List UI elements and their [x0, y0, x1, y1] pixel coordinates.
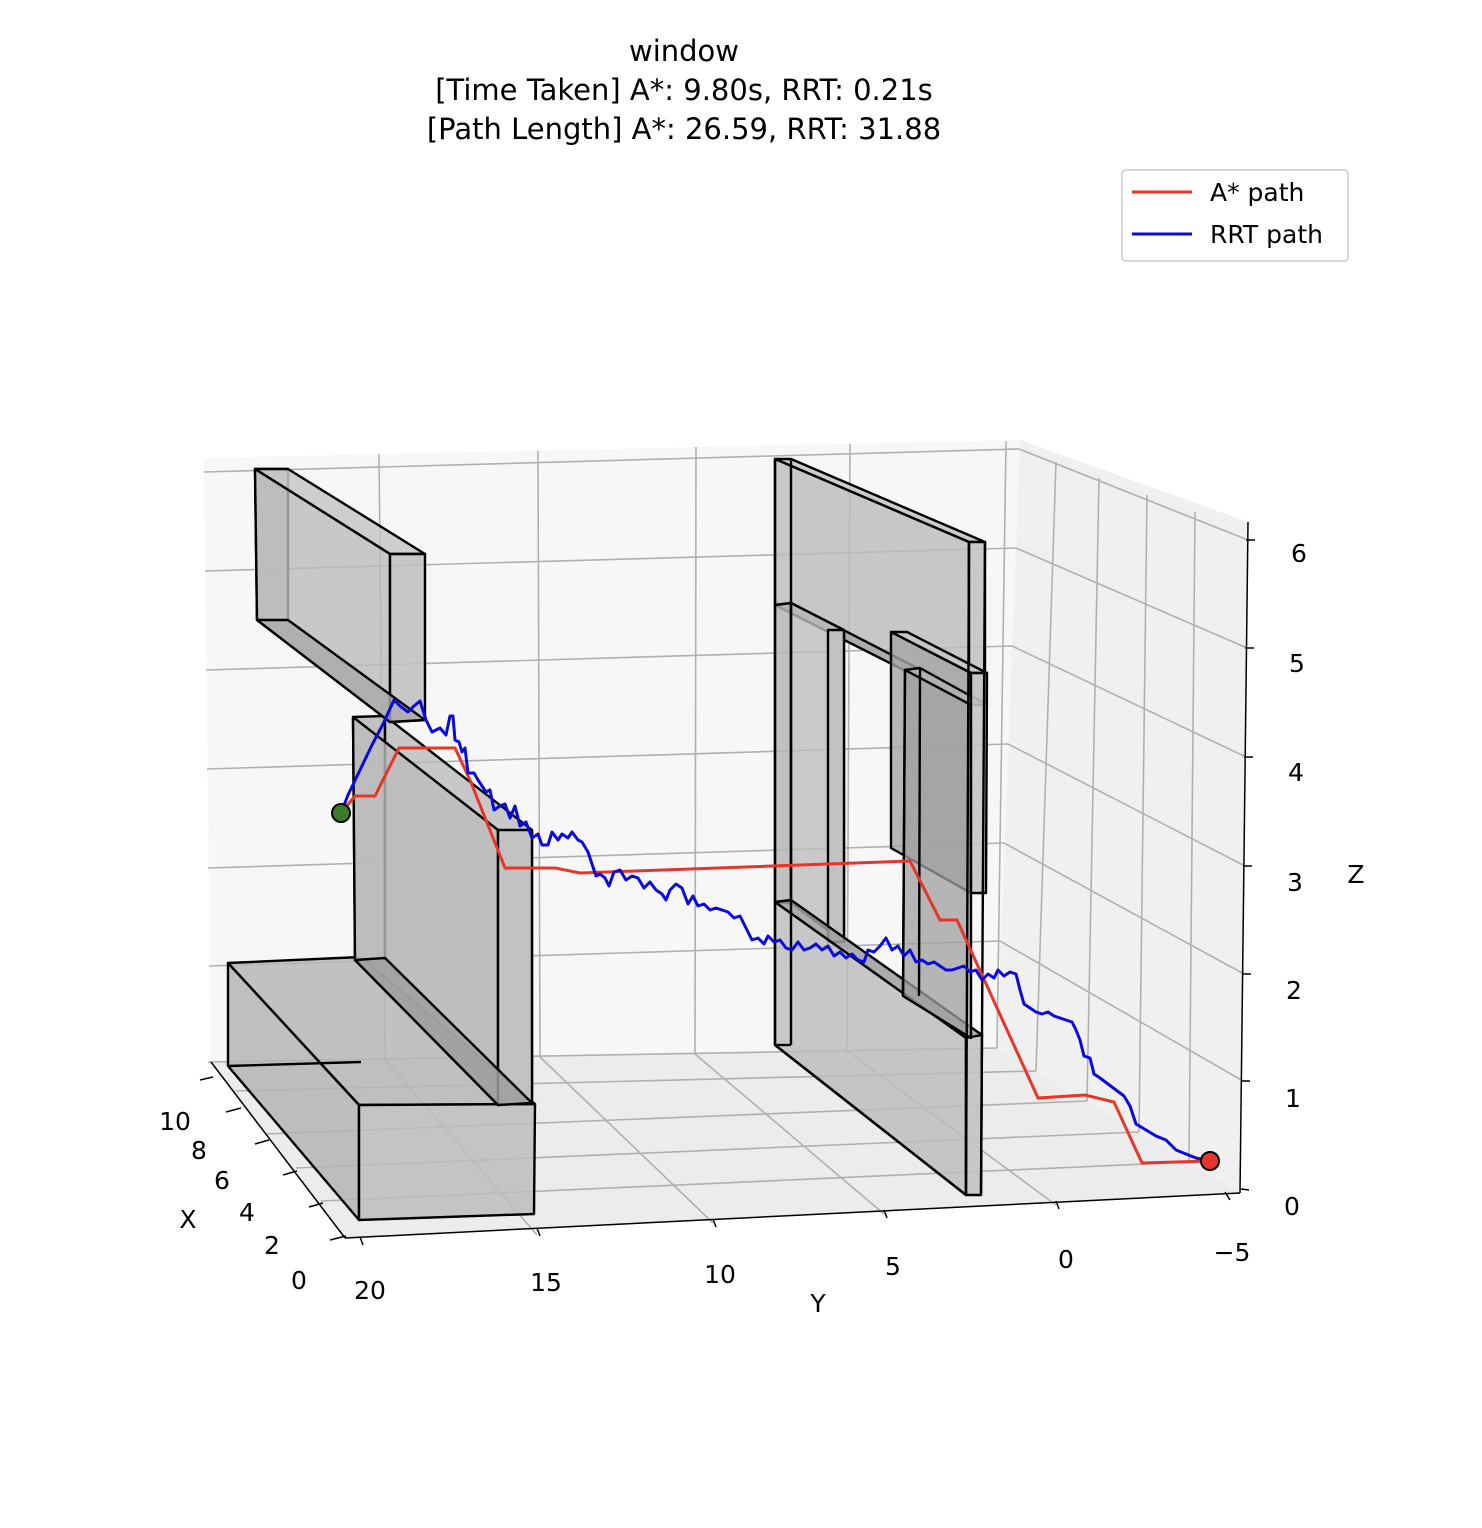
- x-tick-label: 8: [191, 1136, 207, 1165]
- legend-label-astar: A* path: [1210, 178, 1304, 207]
- y-tick-label: 5: [885, 1252, 901, 1281]
- y-tick-label: 10: [704, 1260, 736, 1289]
- astar-path-line: [339, 746, 1211, 1165]
- y-tick-label: −5: [1214, 1238, 1251, 1267]
- z-tick-label: 3: [1287, 868, 1303, 897]
- legend: A* path RRT path: [1121, 169, 1349, 262]
- goal-marker: [1200, 1151, 1220, 1171]
- obstacles: [226, 457, 989, 1222]
- z-tick-label: 5: [1289, 649, 1305, 678]
- y-tick-label: 0: [1058, 1245, 1074, 1274]
- z-tick-label: 2: [1286, 976, 1302, 1005]
- obstacle-mid-wall: [351, 714, 534, 1107]
- start-marker: [331, 803, 351, 823]
- obstacle-window-right: [889, 630, 989, 1040]
- chart-title-line-1: window: [629, 34, 739, 68]
- obstacle-low-block: [226, 955, 537, 1222]
- x-tick-labels: 0 2 4 6 8 10: [159, 1107, 307, 1295]
- legend-label-rrt: RRT path: [1210, 220, 1323, 249]
- obstacle-top-beam: [253, 467, 427, 724]
- y-tick-label: 15: [530, 1268, 562, 1297]
- x-axis-label: X: [179, 1205, 196, 1234]
- x-tick-label: 6: [214, 1166, 230, 1195]
- y-axis-label: Y: [809, 1289, 826, 1318]
- x-tick-label: 4: [239, 1198, 255, 1227]
- chart-title-line-2: [Time Taken] A*: 9.80s, RRT: 0.21s: [435, 73, 933, 107]
- z-tick-labels: 0 1 2 3 4 5 6: [1284, 539, 1307, 1221]
- z-tick-label: 6: [1291, 539, 1307, 568]
- z-tick-label: 0: [1284, 1192, 1300, 1221]
- chart-title-line-3: [Path Length] A*: 26.59, RRT: 31.88: [427, 112, 941, 146]
- y-tick-labels: 20 15 10 5 0 −5: [354, 1238, 1250, 1305]
- tick-marks: [199, 539, 1255, 1246]
- x-tick-label: 10: [159, 1107, 191, 1136]
- z-tick-label: 1: [1285, 1084, 1301, 1113]
- y-tick-label: 20: [354, 1276, 386, 1305]
- side-pane: [997, 440, 1248, 1193]
- z-axis-label: Z: [1347, 860, 1364, 889]
- x-tick-label: 2: [264, 1231, 280, 1260]
- obstacle-window-left: [773, 601, 846, 944]
- x-tick-label: 0: [291, 1266, 307, 1295]
- rrt-path-line: [339, 698, 1211, 1163]
- z-tick-label: 4: [1288, 758, 1304, 787]
